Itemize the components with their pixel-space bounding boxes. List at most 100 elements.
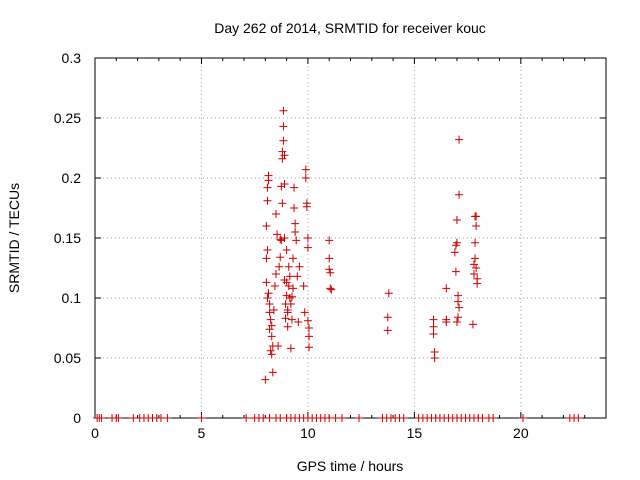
- data-point: [472, 222, 481, 230]
- data-point: [271, 210, 280, 218]
- data-point: [286, 300, 295, 308]
- data-point: [280, 151, 289, 160]
- data-point: [265, 308, 274, 317]
- data-point: [114, 414, 123, 422]
- data-point: [197, 414, 206, 422]
- grid-layer: [95, 58, 606, 418]
- data-point: [303, 234, 312, 242]
- data-point: [518, 414, 527, 422]
- data-point: [429, 330, 438, 338]
- data-point: [326, 268, 335, 277]
- data-point: [271, 270, 280, 278]
- y-tick-label: 0.25: [54, 110, 81, 126]
- x-tick-label: 0: [91, 425, 99, 441]
- x-tick-label: 15: [407, 425, 423, 441]
- data-point: [287, 292, 296, 301]
- data-point: [472, 264, 481, 272]
- data-point: [290, 183, 299, 192]
- data-point: [97, 414, 106, 422]
- data-point: [450, 248, 459, 257]
- data-point: [290, 204, 299, 212]
- data-point: [268, 368, 277, 377]
- data-point: [267, 332, 276, 341]
- data-point: [273, 230, 282, 239]
- data-point: [469, 270, 478, 278]
- y-tick-label: 0.05: [54, 350, 81, 366]
- data-point: [455, 303, 464, 312]
- data-point: [292, 236, 301, 245]
- data-point: [280, 180, 289, 188]
- data-point: [471, 254, 480, 263]
- data-point: [262, 254, 271, 263]
- data-point: [574, 414, 583, 422]
- data-point: [282, 246, 291, 254]
- data-point: [289, 284, 298, 293]
- data-point: [279, 136, 288, 145]
- data-point: [265, 300, 274, 308]
- data-point: [291, 228, 300, 236]
- data-point: [291, 219, 300, 228]
- data-point: [242, 414, 251, 422]
- data-point: [383, 326, 392, 335]
- data-point: [399, 414, 408, 422]
- data-point: [442, 315, 451, 324]
- data-point: [283, 322, 292, 331]
- data-point: [489, 414, 498, 422]
- data-point: [468, 320, 477, 329]
- y-tick-label: 0.1: [62, 290, 82, 306]
- data-point: [294, 318, 303, 326]
- data-point: [264, 171, 273, 180]
- x-tick-label: 5: [198, 425, 206, 441]
- data-point: [454, 313, 463, 322]
- data-point: [304, 343, 313, 352]
- data-point: [442, 284, 451, 293]
- data-point: [274, 342, 283, 350]
- data-point: [455, 190, 464, 199]
- data-point: [473, 279, 482, 288]
- data-point: [262, 278, 271, 287]
- data-point: [325, 254, 334, 263]
- data-point: [430, 354, 439, 362]
- data-point: [261, 375, 270, 384]
- data-point: [384, 289, 393, 298]
- data-point: [283, 308, 292, 317]
- y-tick-labels: 0 0.05 0.1 0.15 0.2 0.25 0.3: [54, 50, 81, 426]
- data-point: [301, 174, 310, 182]
- data-point: [325, 265, 334, 274]
- x-tick-label: 20: [513, 425, 529, 441]
- data-point: [452, 216, 461, 224]
- data-point: [301, 165, 310, 174]
- data-point: [270, 282, 279, 290]
- data-point: [279, 122, 288, 131]
- data-point: [451, 267, 460, 276]
- data-point: [325, 236, 334, 245]
- data-point: [299, 282, 308, 290]
- plot-frame: [94, 57, 607, 419]
- data-point: [293, 272, 302, 281]
- y-tick-label: 0.2: [62, 170, 82, 186]
- data-point: [304, 324, 313, 332]
- data-point: [263, 183, 272, 192]
- y-tick-label: 0.15: [54, 230, 81, 246]
- data-point: [355, 414, 364, 422]
- data-point: [265, 325, 274, 334]
- data-point: [471, 238, 480, 247]
- data-point: [279, 106, 288, 115]
- data-point: [286, 344, 295, 353]
- data-point: [429, 315, 438, 324]
- data-point: [262, 222, 271, 230]
- data-point: [287, 315, 296, 324]
- y-tick-label: 0: [73, 410, 81, 426]
- data-point: [304, 332, 313, 341]
- data-point: [455, 135, 464, 144]
- data-point: [281, 314, 290, 323]
- data-point: [280, 234, 289, 242]
- data-point: [278, 154, 287, 163]
- data-point: [285, 294, 294, 302]
- data-point: [266, 346, 275, 355]
- data-point: [289, 254, 298, 263]
- data-point: [383, 313, 392, 322]
- data-point: [278, 199, 287, 208]
- data-point: [267, 321, 276, 330]
- data-point: [276, 253, 285, 262]
